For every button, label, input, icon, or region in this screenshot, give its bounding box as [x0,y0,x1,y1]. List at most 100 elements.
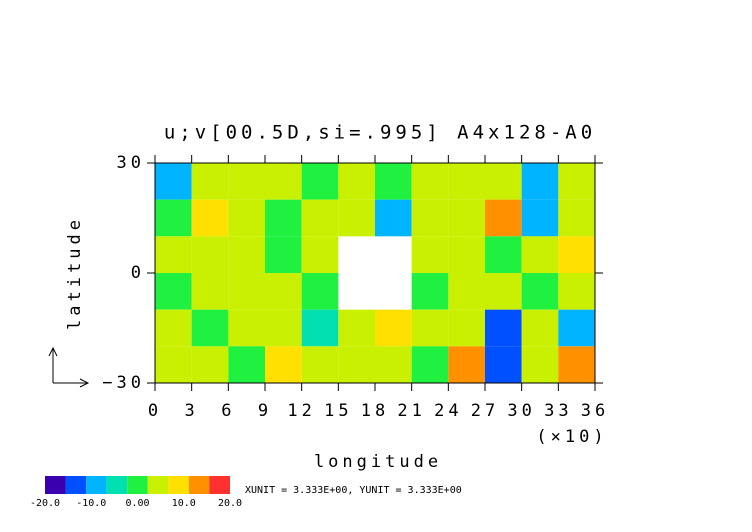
colorbar-swatch [168,476,189,494]
contour-cell [155,163,192,200]
x-multiplier: (×10) [536,427,607,447]
contour-cell [411,163,449,200]
contour-cell [228,309,265,347]
contour-cell [228,346,265,383]
colorbar-swatch [147,476,169,494]
colorbar-label: 10.0 [172,498,196,509]
colorbar-label: -20.0 [30,498,60,509]
contour-cell [301,273,339,310]
contour-cell [521,273,559,310]
contour-cell [558,163,595,200]
contour-cell [301,199,339,237]
contour-cell [228,163,265,200]
colorbar-swatch [188,476,210,494]
x-tick-label: 15 [324,401,352,421]
x-tick-label: 27 [471,401,499,421]
x-tick-label: 30 [507,401,535,421]
x-tick-label: 9 [258,401,272,421]
contour-cell [485,236,522,273]
unit-note: XUNIT = 3.333E+00, YUNIT = 3.333E+00 [245,485,462,496]
contour-cell [485,273,522,310]
contour-cell [448,236,485,273]
contour-cell [338,309,375,347]
x-tick-label: 36 [581,401,609,421]
contour-cell [411,199,449,237]
contour-cell [411,346,449,383]
contour-cell [338,163,375,200]
colorbar-swatch [106,476,128,494]
contour-cell [375,346,412,383]
contour-cell [375,309,412,347]
contour-cell [265,309,302,347]
contour-cell [155,346,192,383]
contour-cell [265,199,302,237]
x-tick-label: 33 [544,401,572,421]
contour-cell [558,309,595,347]
y-tick-label: 30 [117,153,145,173]
contour-cell [265,273,302,310]
contour-cell [191,199,229,237]
x-tick-label: 21 [397,401,425,421]
contour-cell [448,199,485,237]
x-tick-label: 3 [185,401,199,421]
contour-cell [301,346,339,383]
contour-cell [191,236,229,273]
contour-cell [558,199,595,237]
x-tick-label: 6 [221,401,235,421]
contour-cell [485,163,522,200]
contour-cell [191,163,229,200]
x-tick-label: 24 [434,401,462,421]
vector-legend [48,346,90,388]
contour-cell [228,236,265,273]
contour-cell [301,309,339,347]
colorbar-swatch [86,476,107,494]
contour-cell [521,346,559,383]
contour-cell [265,346,302,383]
contour-cell [338,346,375,383]
contour-cell [155,273,192,310]
contour-cell [448,309,485,347]
contour-cell [228,273,265,310]
contour-cell [521,199,559,237]
contour-cell [155,199,192,237]
contour-cell [485,199,522,237]
y-axis-label: latitude [65,216,85,330]
contour-cell [485,309,522,347]
contour-cell [558,273,595,310]
y-tick-label: 0 [131,263,145,283]
contour-cell [411,309,449,347]
contour-cell [411,273,449,310]
contour-cell [338,199,375,237]
contour-cell [301,163,339,200]
contour-cell [521,309,559,347]
contour-cell [191,309,229,347]
x-tick-label: 18 [361,401,389,421]
contour-cell [448,346,485,383]
contour-cell [228,199,265,237]
contour-cell [301,236,339,273]
colorbar-label: 0.00 [125,498,149,509]
contour-cell [265,163,302,200]
contour-cell [521,163,559,200]
colorbar-swatch [45,476,66,494]
contour-cell [155,309,192,347]
x-tick-label: 0 [148,401,162,421]
contour-cell [448,163,485,200]
contour-cell [265,236,302,273]
y-tick-label: −30 [102,373,145,393]
contour-field [155,163,595,383]
contour-cell [558,236,595,273]
contour-cell [155,236,192,273]
contour-cell [375,199,412,237]
colorbar-swatch [127,476,148,494]
contour-cell [448,273,485,310]
contour-cell [191,346,229,383]
colorbar-label: 20.0 [218,498,242,509]
contour-cell [411,236,449,273]
contour-cell [521,236,559,273]
colorbar-swatch [65,476,87,494]
colorbar-swatch [209,476,230,494]
contour-cell [558,346,595,383]
contour-cell [375,163,412,200]
